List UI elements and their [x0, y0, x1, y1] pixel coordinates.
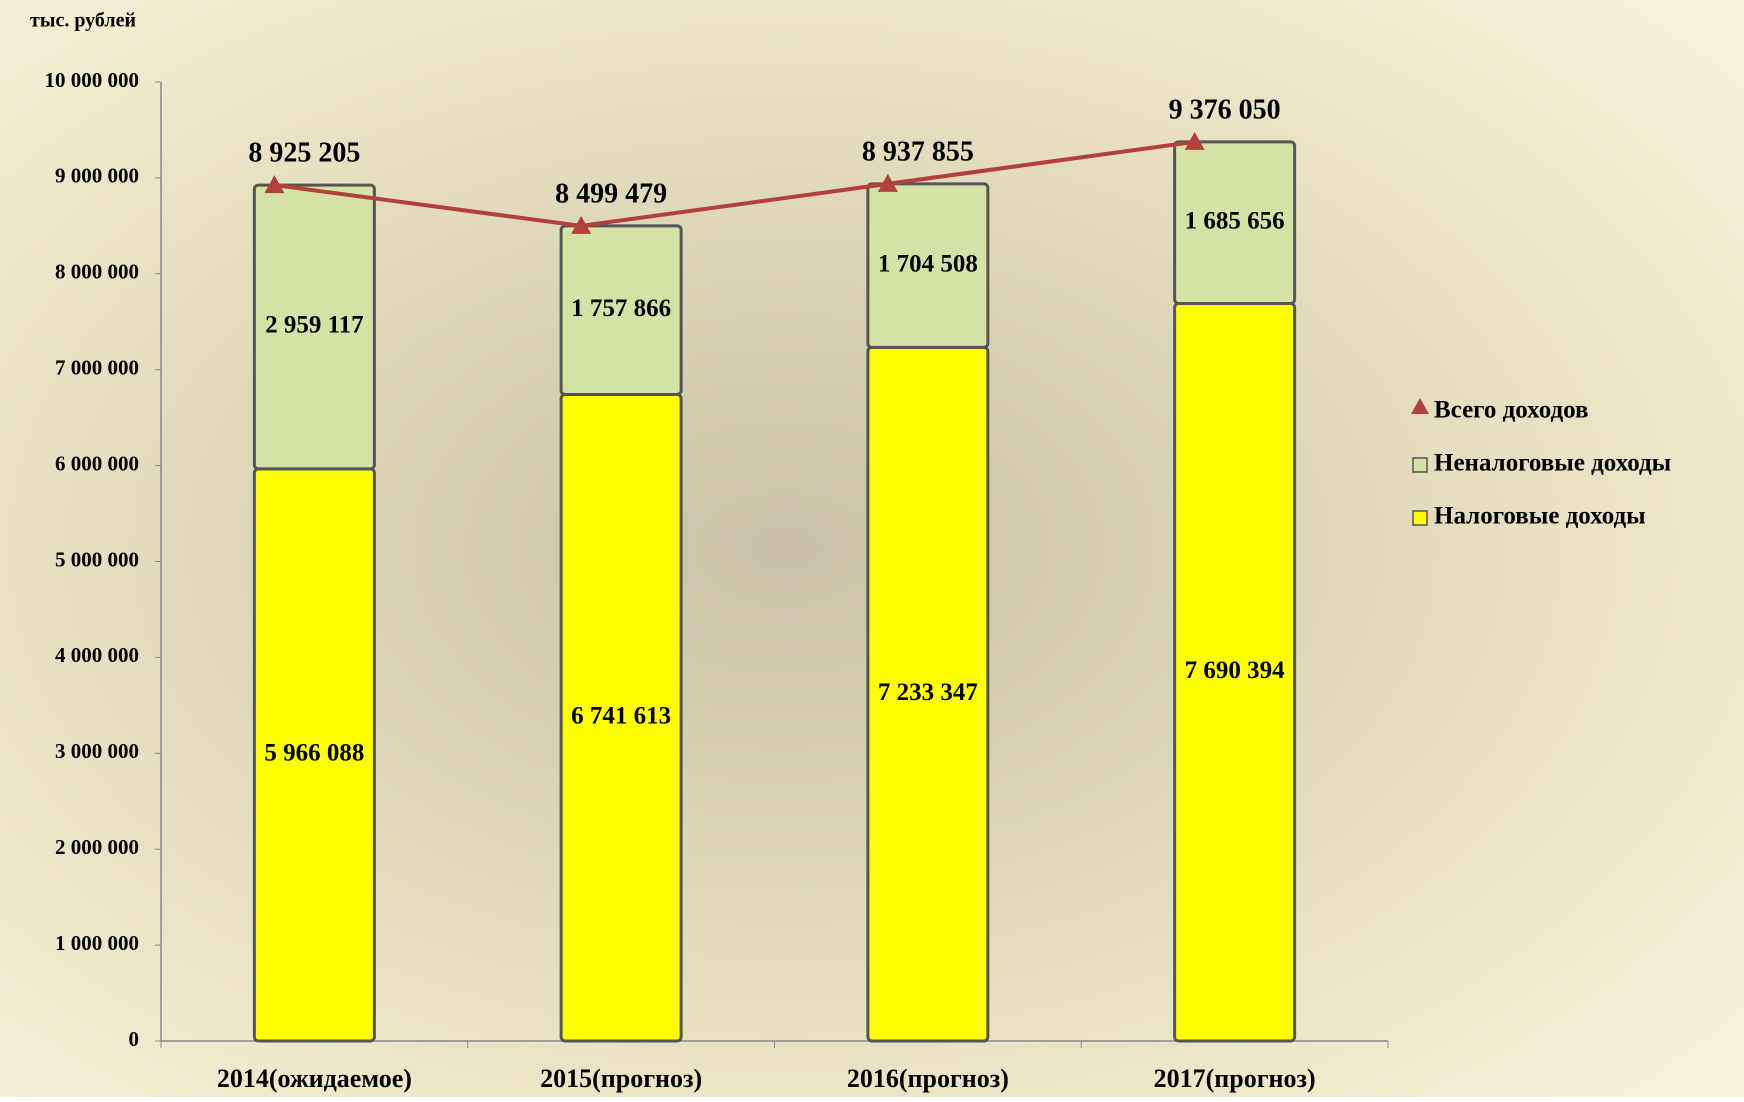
bar-segment	[559, 224, 683, 396]
bar-segment	[866, 182, 990, 349]
y-tick-label: 0	[129, 1027, 140, 1051]
x-tick-label: 2017(прогноз)	[1154, 1064, 1316, 1093]
data-label: 1 685 656	[1185, 207, 1285, 234]
legend-marker	[1411, 398, 1429, 414]
x-tick-label: 2014(ожидаемое)	[217, 1064, 412, 1093]
y-tick-label: 6 000 000	[55, 451, 139, 475]
data-label: 9 376 050	[1169, 94, 1281, 125]
marker	[1184, 131, 1205, 150]
bar-segment	[252, 183, 376, 471]
data-label: 1 704 508	[878, 250, 978, 277]
y-tick-label: 5 000 000	[55, 547, 139, 571]
marker	[264, 175, 285, 194]
bar-segment	[1173, 140, 1297, 305]
data-label: 7 690 394	[1185, 657, 1286, 684]
y-tick-label: 4 000 000	[55, 643, 139, 667]
data-label: 5 966 088	[264, 740, 364, 767]
total-line	[274, 139, 1195, 228]
y-tick-label: 9 000 000	[55, 164, 139, 188]
y-tick-label: 1 000 000	[55, 931, 139, 955]
y-tick-label: 10 000 000	[45, 68, 140, 92]
legend-label: Неналоговые доходы	[1434, 450, 1671, 477]
legend-label: Всего доходов	[1434, 397, 1589, 424]
x-tick-label: 2016(прогноз)	[847, 1064, 1009, 1093]
data-label: 8 937 855	[862, 136, 974, 167]
data-label: 2 959 117	[265, 312, 364, 339]
data-label: 8 499 479	[555, 178, 667, 209]
y-tick-label: 7 000 000	[55, 356, 139, 380]
marker	[571, 215, 592, 234]
marker	[877, 173, 898, 192]
y-tick-label: 3 000 000	[55, 739, 139, 763]
data-label: 1 757 866	[571, 295, 671, 322]
y-axis-label: тыс. рублей	[30, 10, 136, 32]
data-label: 8 925 205	[248, 137, 360, 168]
y-tick-label: 2 000 000	[55, 835, 139, 859]
legend-label: Налоговые доходы	[1434, 503, 1646, 530]
legend-swatch	[1412, 457, 1428, 473]
data-label: 6 741 613	[571, 702, 671, 729]
legend-swatch	[1412, 510, 1428, 526]
data-label: 7 233 347	[878, 679, 978, 706]
y-tick-label: 8 000 000	[55, 260, 139, 284]
x-tick-label: 2015(прогноз)	[540, 1064, 702, 1093]
